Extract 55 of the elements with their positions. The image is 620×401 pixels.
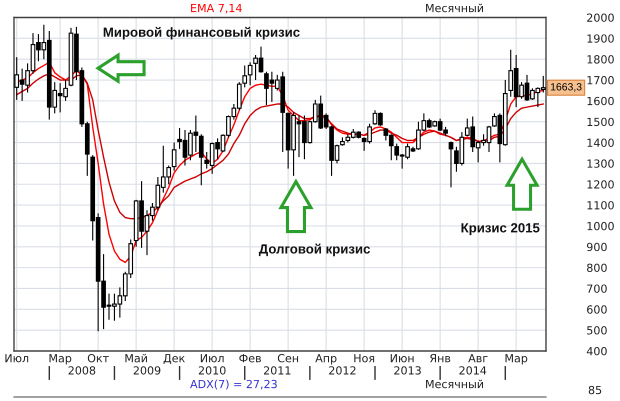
x2-tick-label: 2008 [68, 366, 96, 375]
candlestick [448, 140, 454, 188]
x-tick-label: Авг [468, 354, 488, 362]
y-tick-label: 500 [587, 326, 607, 335]
candlestick [198, 134, 204, 186]
x-tick-label: Июл [200, 354, 224, 362]
x2-tick-label: 2013 [394, 366, 421, 375]
y-tick-label: 1600 [588, 96, 614, 106]
x-tick-label: Сен [278, 354, 298, 362]
line-series [16, 62, 544, 264]
x2-tick-label: 2014 [459, 366, 486, 375]
y-tick-label: 1900 [588, 34, 614, 43]
y-tick-label: 400 [586, 346, 607, 356]
x-tick-label: Май [125, 354, 147, 362]
candlestick [340, 136, 345, 146]
y-tick-label: 1300 [588, 159, 614, 168]
x-tick-label: Ноя [354, 354, 374, 362]
y-tick-label: 1500 [588, 118, 614, 126]
x-tick-label: Янв [430, 354, 450, 362]
x-tick-label: Июн [390, 354, 414, 362]
candlestick [248, 62, 252, 86]
y-tick-label: 900 [586, 242, 607, 252]
x-tick-label: Окт [88, 354, 109, 362]
y-tick-label: 600 [587, 305, 607, 314]
y-tick-label: 2000 [587, 13, 614, 22]
annotation: Долговой кризис [258, 244, 370, 256]
text: 85 [588, 386, 602, 394]
annotation: Кризис 2015 [462, 223, 540, 236]
y-tick-label: 1800 [588, 55, 614, 64]
y-tick-label: 1700 [588, 76, 614, 84]
x-tick-label: Июл [5, 354, 28, 362]
x2-tick-label: 2011 [264, 366, 290, 375]
x2-tick-label: 2009 [134, 366, 160, 375]
x-tick-label: Мар [506, 354, 528, 365]
chart-subtitle: EMA 7,14 [191, 4, 242, 14]
x-tick-label: Мар [50, 354, 72, 365]
x2-tick-label: 2010 [198, 366, 226, 375]
annotation: Мировой финансовый кризис [104, 26, 300, 40]
chart-title: Месячный [426, 4, 484, 12]
x-tick-label: Фев [239, 354, 261, 362]
line-series [16, 73, 544, 220]
y-tick-label: 800 [587, 264, 607, 272]
y-tick-label: 1100 [588, 201, 614, 210]
annotation: 1663,3 [550, 83, 582, 92]
text: ADX(7) = 27,23 [190, 380, 277, 390]
candlestick [172, 142, 176, 172]
y-tick-label: 1400 [588, 138, 614, 147]
x2-tick-label: 2012 [329, 366, 356, 375]
y-tick-label: 1200 [588, 180, 614, 189]
y-tick-label: 1000 [588, 222, 614, 230]
x-tick-label: Апр [315, 354, 336, 365]
text: Месячный [426, 380, 484, 388]
x-tick-label: Дек [164, 354, 185, 364]
y-tick-label: 700 [587, 284, 607, 293]
candlestick [242, 64, 248, 88]
